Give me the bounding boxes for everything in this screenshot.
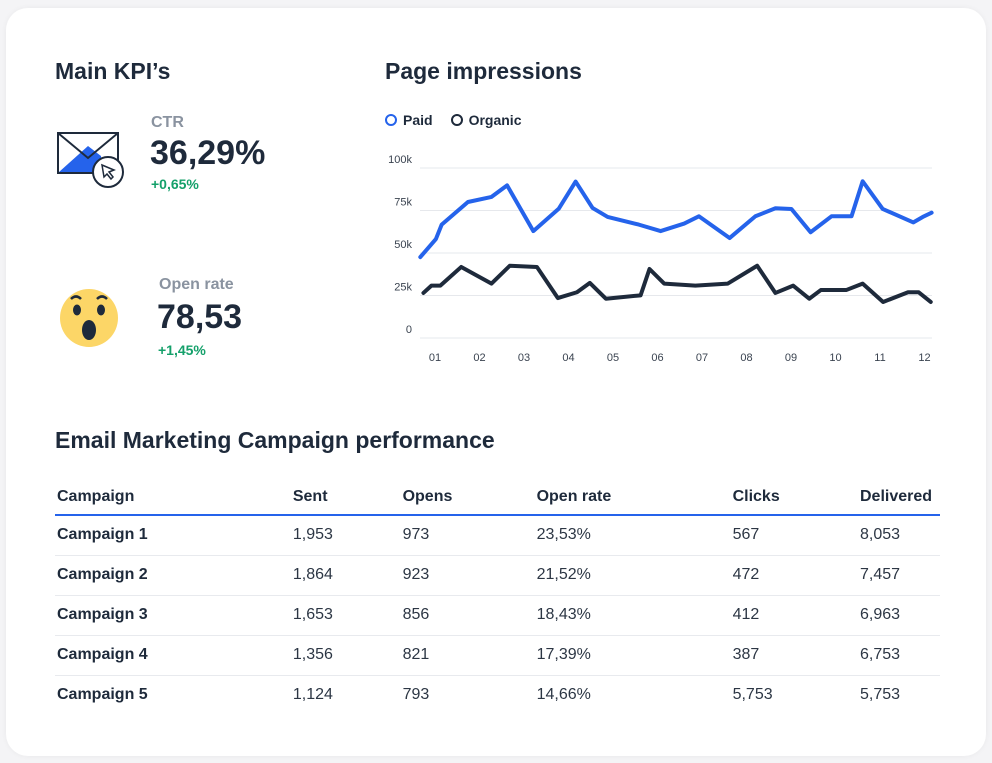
table-cell: Campaign 5: [57, 686, 148, 703]
table-header-row: Campaign Sent Opens Open rate Clicks Delivere…: [55, 482, 940, 516]
open-rate-delta: +1,45%: [158, 342, 206, 358]
table-cell: 1,124: [292, 686, 333, 703]
table-title: Email Marketing Campaign performance: [55, 427, 495, 453]
ctr-value: 36,29%: [150, 134, 266, 172]
table-cell: 5,753: [732, 686, 773, 703]
table-cell: 793: [402, 686, 430, 703]
chart-legend: Paid Organic: [385, 112, 521, 128]
table-cell: 5,753: [860, 686, 901, 703]
table-row[interactable]: Campaign 1 1,953 973 23,53% 567 8,053: [55, 515, 940, 556]
table-cell: 1,953: [290, 515, 401, 556]
ctr-label: CTR: [151, 114, 184, 131]
table-cell: 973: [400, 515, 535, 556]
chart-title: Page impressions: [385, 58, 582, 84]
table-cell: 8,053: [858, 515, 940, 556]
column-header[interactable]: Open rate: [534, 482, 731, 516]
table-cell: 21,52%: [534, 555, 731, 596]
table-row[interactable]: Campaign 3 1,653 856 18,43% 412 6,963: [55, 595, 940, 636]
table-cell: 6,963: [858, 595, 940, 636]
x-tick-label: 01: [429, 352, 441, 364]
x-tick-label: 04: [562, 352, 574, 364]
table-cell: Campaign 1: [55, 515, 291, 556]
table-cell: 1,864: [290, 555, 401, 596]
legend-organic-label: Organic: [468, 112, 522, 128]
x-tick-label: 07: [696, 352, 708, 364]
legend-paid[interactable]: Paid: [385, 112, 433, 128]
table-cell: 387: [730, 635, 858, 676]
table-row[interactable]: Campaign 5 1,124 793 14,66% 5,753 5,753: [55, 676, 940, 716]
table-cell: 923: [400, 555, 535, 596]
table-cell: 18,43%: [534, 595, 731, 636]
table-cell: 567: [730, 515, 858, 556]
legend-paid-marker: [385, 114, 397, 126]
y-tick-label: 75k: [394, 197, 412, 209]
open-rate-label: Open rate: [159, 276, 234, 293]
table-cell: 1,356: [290, 635, 401, 676]
table-cell: Campaign 3: [55, 595, 291, 636]
x-tick-label: 08: [740, 352, 752, 364]
column-header[interactable]: Delivered: [858, 482, 940, 516]
table-cell: 6,753: [858, 635, 940, 676]
column-header[interactable]: Clicks: [730, 482, 858, 516]
legend-organic-marker: [450, 114, 463, 126]
x-tick-label: 11: [874, 352, 885, 364]
column-header[interactable]: Sent: [290, 482, 401, 516]
legend-paid-label: Paid: [403, 112, 433, 128]
table-cell: Campaign 4: [55, 635, 291, 676]
table-cell: Campaign 2: [55, 555, 291, 596]
series-line-paid[interactable]: [418, 179, 934, 260]
y-tick-label: 50k: [394, 239, 412, 251]
x-tick-label: 03: [518, 352, 530, 364]
table-cell: 17,39%: [534, 635, 731, 676]
line-chart: 0 25k 50k 75k 100k 01 02 03 04 05 06 07 08 09 10 11 12: [388, 154, 934, 364]
table-cell: 23,53%: [534, 515, 731, 556]
table-cell: 1,653: [290, 595, 401, 636]
table-cell: 14,66%: [536, 686, 591, 703]
envelope-click-icon: [57, 132, 124, 188]
kpi-title: Main KPI’s: [55, 58, 171, 84]
x-tick-label: 10: [829, 352, 841, 364]
table-cell: 412: [730, 595, 858, 636]
x-tick-label: 02: [473, 352, 485, 364]
ctr-delta: +0,65%: [151, 176, 199, 192]
x-tick-label: 06: [651, 352, 663, 364]
y-tick-label: 25k: [394, 282, 412, 294]
table-cell: 472: [730, 555, 858, 596]
column-header[interactable]: Campaign: [55, 482, 291, 516]
y-tick-label: 100k: [388, 154, 412, 166]
x-tick-label: 12: [918, 352, 930, 364]
open-rate-value: 78,53: [157, 298, 243, 336]
table-row[interactable]: Campaign 2 1,864 923 21,52% 472 7,457: [55, 555, 940, 596]
column-header[interactable]: Opens: [400, 482, 535, 516]
table-row[interactable]: Campaign 4 1,356 821 17,39% 387 6,753: [55, 635, 940, 676]
campaign-table: Campaign Sent Opens Open rate Clicks Delivere…: [55, 482, 940, 715]
surprised-emoji-icon: [60, 289, 118, 347]
series-line-organic[interactable]: [421, 263, 933, 304]
table-cell: 856: [400, 595, 535, 636]
table-cell: 821: [400, 635, 535, 676]
x-tick-label: 09: [785, 352, 797, 364]
table-cell: 7,457: [858, 555, 940, 596]
legend-organic[interactable]: Organic: [450, 112, 522, 128]
y-tick-label: 0: [406, 324, 412, 336]
x-tick-label: 05: [607, 352, 619, 364]
